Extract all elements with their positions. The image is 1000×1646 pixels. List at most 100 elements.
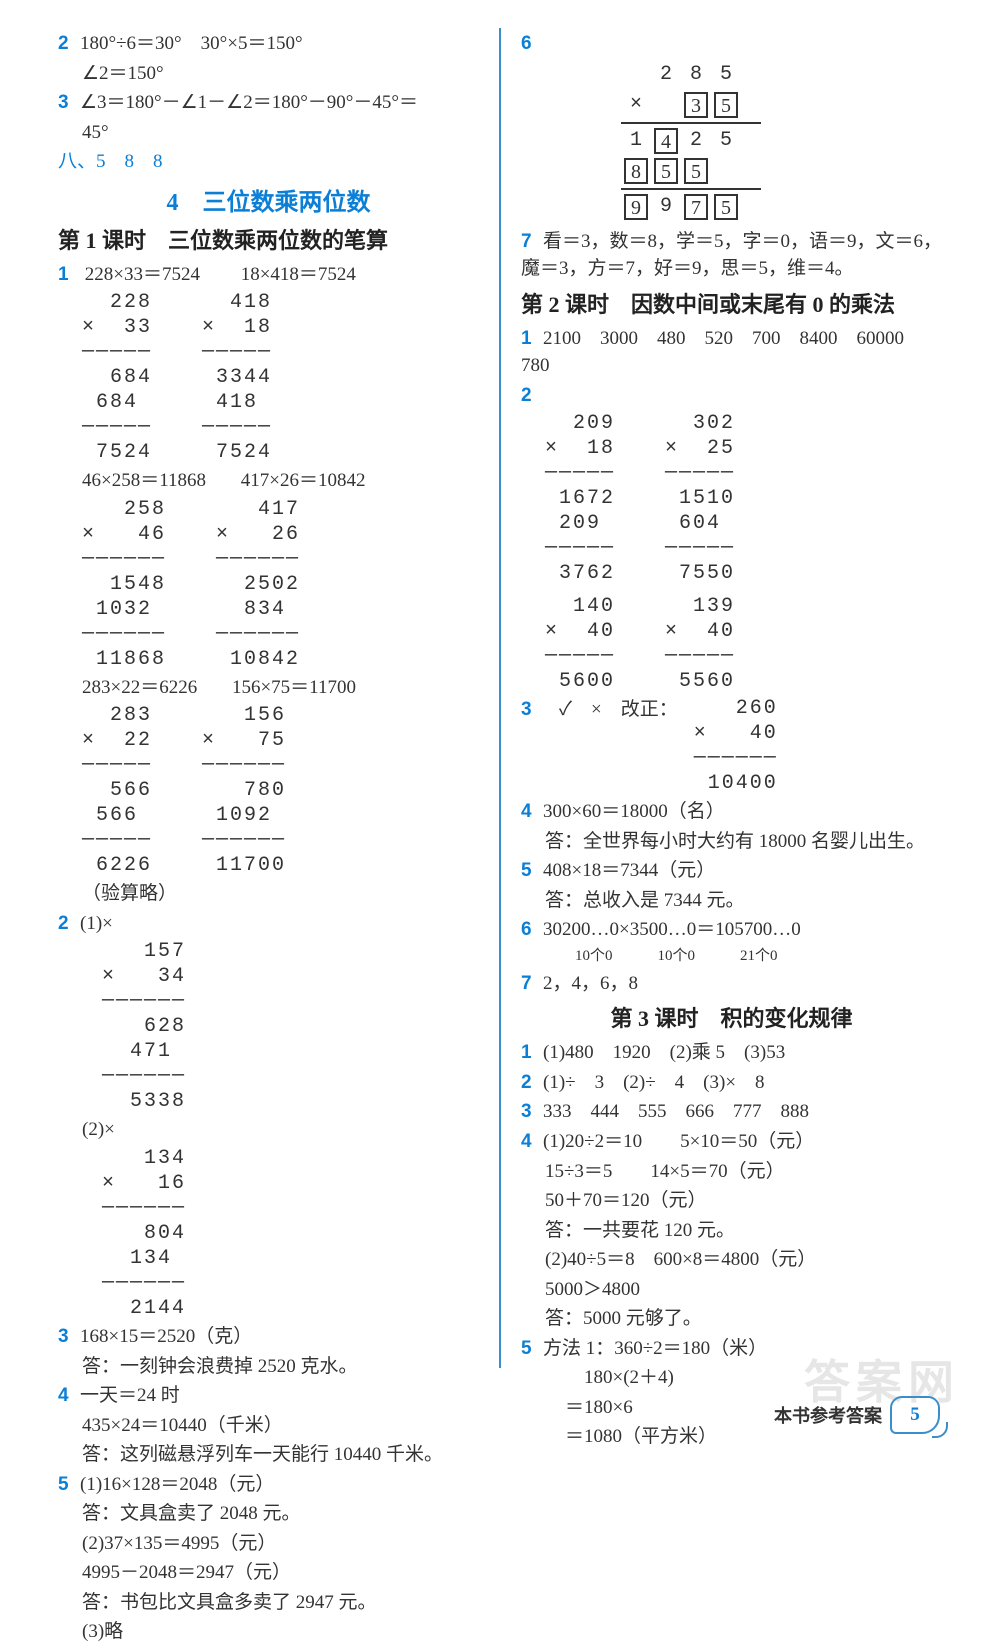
section-name: 三位数乘两位数 [203, 190, 371, 216]
text: 30200…0×3500…0＝105700…0 [543, 919, 801, 940]
text: 228×33＝7524 [85, 264, 200, 285]
q6: 630200…0×3500…0＝105700…0 [521, 916, 942, 944]
text: (1)20÷2＝10 5×10＝50（元） [543, 1131, 814, 1152]
qnum-2: 2 [521, 382, 543, 410]
label: (2)× [58, 1116, 479, 1144]
qnum-5: 5 [58, 1471, 80, 1499]
text: 408×18＝7344（元） [543, 860, 715, 881]
lesson-2-title: 第 2 课时 因数中间或末尾有 0 的乘法 [521, 287, 942, 319]
q2: 2(1)× [58, 910, 479, 938]
qnum-7: 7 [521, 228, 543, 256]
text: 一天＝24 时 [80, 1385, 180, 1406]
vertical-work: 140 × 40 ───── 5600 [545, 594, 615, 694]
qnum-3: 3 [521, 1098, 543, 1126]
text: (1)16×128＝2048（元） [80, 1474, 274, 1495]
vertical-work: 209 × 18 ───── 1672 209 ───── 3762 [545, 411, 615, 586]
text: 300×60＝18000（名） [543, 801, 725, 822]
text: 435×24＝10440（千米） [58, 1412, 479, 1440]
qnum-5: 5 [521, 857, 543, 885]
text: 答：书包比文具盒多卖了 2947 元。 [58, 1589, 479, 1617]
qnum-4: 4 [521, 1128, 543, 1156]
text: 4995－2048＝2947（元） [58, 1559, 479, 1587]
line: 3∠3＝180°－∠1－∠2＝180°－90°－45°＝ [58, 89, 479, 117]
qnum-2: 2 [58, 910, 80, 938]
q1: 1 228×33＝7524 18×418＝7524 [58, 261, 479, 289]
text: 答：一刻钟会浪费掉 2520 克水。 [58, 1353, 479, 1381]
left-column: 2180°÷6＝30° 30°×5＝150° ∠2＝150° 3∠3＝180°－… [48, 28, 497, 1368]
text: 50＋70＝120（元） [521, 1187, 942, 1215]
vertical-work: 302 × 25 ───── 1510 604 ───── 7550 [665, 411, 735, 586]
lesson-3-title: 第 3 课时 积的变化规律 [521, 1001, 942, 1033]
vertical-work: 417 × 26 ────── 2502 834 ────── 10842 [216, 497, 300, 672]
p6: 6 [521, 30, 942, 58]
qnum-6: 6 [521, 916, 543, 944]
text: (1)480 1920 (2)乘 5 (3)53 [543, 1042, 785, 1063]
text: ∠2＝150° [58, 60, 479, 88]
vwork-row: 209 × 18 ───── 1672 209 ───── 3762 302 ×… [521, 411, 942, 586]
q2: 2 [521, 382, 942, 410]
text: (1)÷ 3 (2)÷ 4 (3)× 8 [543, 1072, 765, 1093]
text: 180×(2＋4) [521, 1364, 942, 1392]
column-divider [499, 28, 501, 1368]
q4: 4一天＝24 时 [58, 1382, 479, 1410]
qnum-6: 6 [521, 30, 543, 58]
text: 5000＞4800 [521, 1276, 942, 1304]
qnum-2: 2 [521, 1069, 543, 1097]
q7: 72，4，6，8 [521, 970, 942, 998]
boxed-multiplication: 285×3514258559975 [621, 60, 942, 222]
text: 10个0 10个0 21个0 [521, 946, 942, 968]
text: (2)37×135＝4995（元） [58, 1530, 479, 1558]
q3: 3168×15＝2520（克） [58, 1323, 479, 1351]
note: （验算略） [58, 880, 479, 908]
l3q2: 2(1)÷ 3 (2)÷ 4 (3)× 8 [521, 1069, 942, 1097]
page-number: 5 [910, 1404, 920, 1426]
vertical-work: 418 × 18 ───── 3344 418 ───── 7524 [202, 290, 272, 465]
qnum-5: 5 [521, 1335, 543, 1363]
text: ✓ × 改正： [559, 696, 678, 724]
text: 2，4，6，8 [543, 973, 638, 994]
vwork-row: 140 × 40 ───── 5600 139 × 40 ───── 5560 [521, 594, 942, 694]
text: 看＝3，数＝8，学＝5，字＝0，语＝9，文＝6，魔＝3，方＝7，好＝9，思＝5，… [521, 231, 942, 280]
page-number-badge: 5 [890, 1396, 940, 1434]
section-title: 4 三位数乘两位数 [58, 182, 479, 217]
qnum-1: 1 [521, 325, 543, 353]
text: 180°÷6＝30° 30°×5＝150° [80, 33, 303, 54]
vwork-row: 228 × 33 ───── 684 684 ───── 7524 418 × … [58, 290, 479, 465]
qnum-3: 3 [58, 89, 80, 117]
text: 答：全世界每小时大约有 18000 名婴儿出生。 [521, 828, 942, 856]
qnum-4: 4 [521, 798, 543, 826]
q5: 5(1)16×128＝2048（元） [58, 1471, 479, 1499]
text: 答：一共要花 120 元。 [521, 1217, 942, 1245]
q4: 4300×60＝18000（名） [521, 798, 942, 826]
text: (3)略 [58, 1618, 479, 1646]
columns: 2180°÷6＝30° 30°×5＝150° ∠2＝150° 3∠3＝180°－… [48, 28, 952, 1368]
text: 八、5 8 8 [58, 148, 479, 176]
text: 333 444 555 666 777 888 [543, 1101, 809, 1122]
text: 答：5000 元够了。 [521, 1305, 942, 1333]
vertical-work: 260 × 40 ────── 10400 [694, 696, 778, 796]
p7: 7看＝3，数＝8，学＝5，字＝0，语＝9，文＝6，魔＝3，方＝7，好＝9，思＝5… [521, 228, 942, 283]
q1: 12100 3000 480 520 700 8400 60000 780 [521, 325, 942, 380]
q3: 3 ✓ × 改正： 260 × 40 ────── 10400 [521, 696, 942, 796]
text: 417×26＝10842 [241, 470, 366, 491]
lesson-1-title: 第 1 课时 三位数乘两位数的笔算 [58, 223, 479, 255]
text: 答：文具盒卖了 2048 元。 [58, 1500, 479, 1528]
footer: 本书参考答案 5 [774, 1396, 940, 1434]
l3q1: 1(1)480 1920 (2)乘 5 (3)53 [521, 1039, 942, 1067]
text: 45° [58, 119, 479, 147]
l3q3: 3333 444 555 666 777 888 [521, 1098, 942, 1126]
qnum-4: 4 [58, 1382, 80, 1410]
text: ∠3＝180°－∠1－∠2＝180°－90°－45°＝ [80, 92, 418, 113]
text: 2100 3000 480 520 700 8400 60000 780 [521, 328, 923, 377]
qnum-2: 2 [58, 30, 80, 58]
footer-label: 本书参考答案 [774, 1402, 882, 1428]
row: 283×22＝6226 156×75＝11700 [58, 674, 479, 702]
vertical-work: 283 × 22 ───── 566 566 ───── 6226 [82, 703, 152, 878]
text: 168×15＝2520（克） [80, 1326, 252, 1347]
section-num: 4 [167, 190, 179, 216]
vwork-row: 283 × 22 ───── 566 566 ───── 6226 156 × … [58, 703, 479, 878]
q5: 5408×18＝7344（元） [521, 857, 942, 885]
text: 46×258＝11868 [82, 470, 206, 491]
text: 156×75＝11700 [232, 677, 356, 698]
vertical-work: 156 × 75 ────── 780 1092 ────── 11700 [202, 703, 286, 878]
